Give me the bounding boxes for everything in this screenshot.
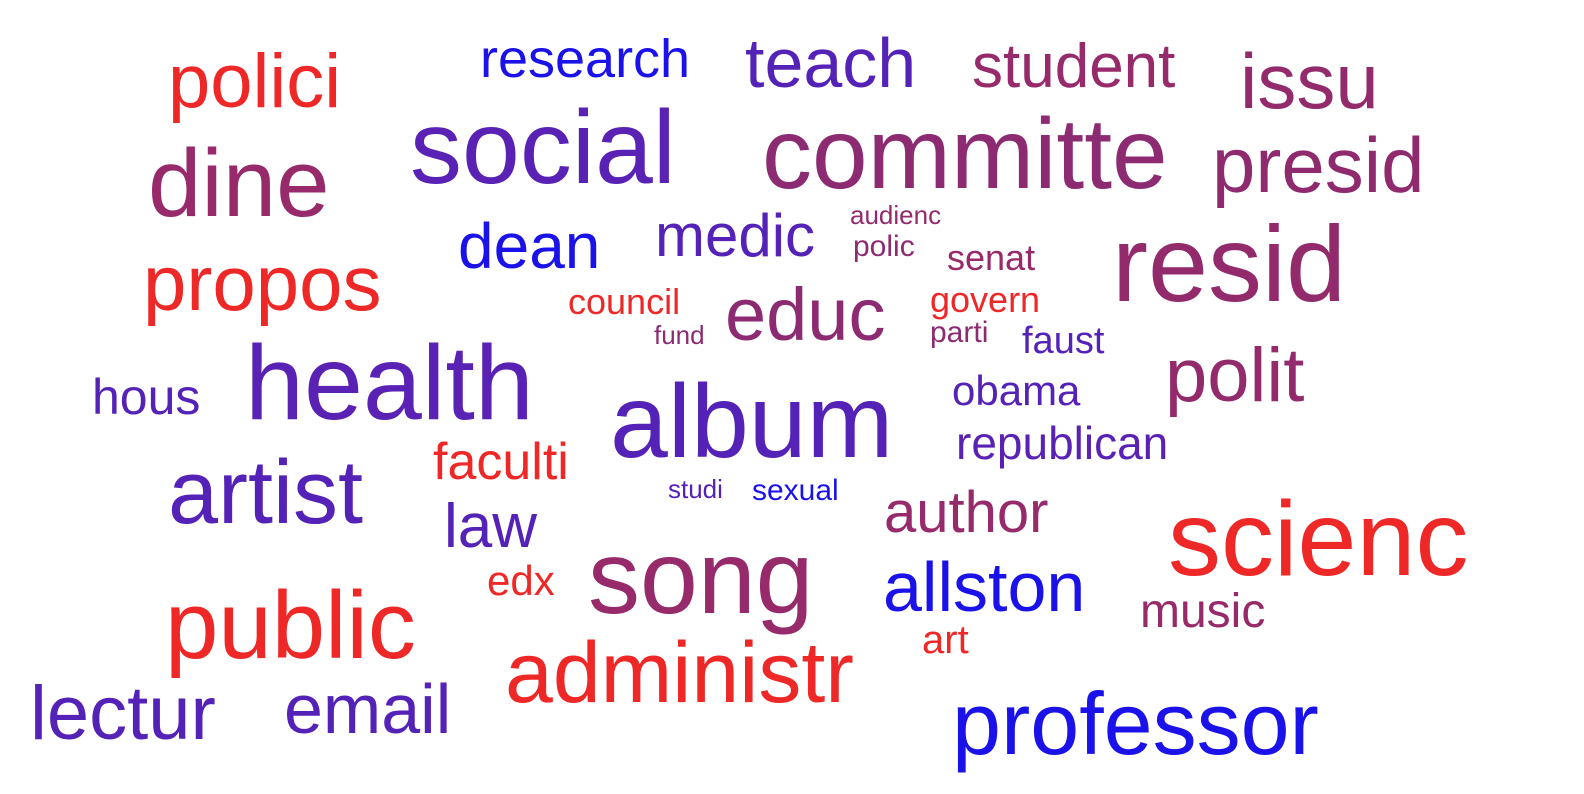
word-propos: propos <box>143 239 382 327</box>
word-medic: medic <box>655 202 816 269</box>
word-hous: hous <box>92 369 201 425</box>
word-art: art <box>922 618 969 662</box>
word-teach: teach <box>745 24 917 102</box>
word-law: law <box>444 492 538 561</box>
word-email: email <box>284 670 452 748</box>
word-faculti: faculti <box>433 433 569 491</box>
word-parti: parti <box>930 316 989 349</box>
word-sexual: sexual <box>752 474 839 507</box>
word-professor: professor <box>952 674 1319 773</box>
word-author: author <box>884 480 1049 545</box>
word-artist: artist <box>168 443 364 543</box>
word-administr: administr <box>505 625 854 721</box>
word-social: social <box>410 90 676 206</box>
word-album: album <box>610 364 894 480</box>
word-presid: presid <box>1212 121 1425 209</box>
word-song: song <box>588 520 814 636</box>
word-scienc: scienc <box>1168 480 1469 598</box>
word-polic: polic <box>853 230 915 263</box>
word-council: council <box>568 281 681 322</box>
word-health: health <box>245 324 534 442</box>
word-studi: studi <box>668 474 723 504</box>
word-dine: dine <box>148 130 330 237</box>
word-republican: republican <box>956 417 1169 469</box>
word-govern: govern <box>930 279 1041 320</box>
word-obama: obama <box>952 367 1081 414</box>
word-educ: educ <box>725 273 886 356</box>
word-edx: edx <box>487 557 555 604</box>
word-music: music <box>1140 585 1266 638</box>
word-fund: fund <box>654 320 705 350</box>
word-dean: dean <box>458 210 601 282</box>
word-student: student <box>972 32 1176 101</box>
word-faust: faust <box>1022 320 1105 362</box>
word-senat: senat <box>947 237 1036 278</box>
word-public: public <box>165 572 416 679</box>
word-committe: committe <box>762 98 1168 210</box>
word-polici: polici <box>168 39 342 124</box>
word-research: research <box>480 29 691 89</box>
word-polit: polit <box>1165 333 1305 418</box>
word-issu: issu <box>1240 37 1379 125</box>
word-lectur: lectur <box>30 671 216 756</box>
word-audienc: audienc <box>850 200 942 230</box>
word-resid: resid <box>1112 203 1347 324</box>
word-allston: allston <box>883 548 1086 626</box>
